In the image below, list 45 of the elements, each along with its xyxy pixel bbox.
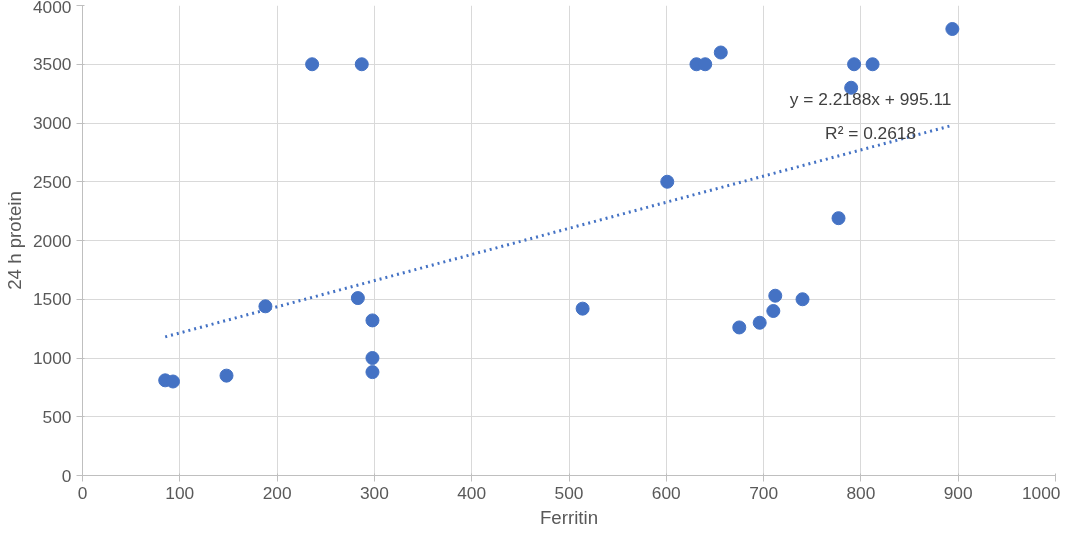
point — [350, 291, 365, 306]
y-tick-label: 2000 — [32, 230, 72, 251]
point — [219, 368, 234, 383]
point — [354, 57, 369, 72]
point — [945, 22, 960, 36]
x-axis-title: Ferritin — [539, 506, 599, 528]
point — [732, 320, 747, 335]
point — [698, 57, 713, 72]
point — [365, 365, 380, 380]
x-tick-label: 800 — [846, 482, 876, 503]
point — [795, 292, 810, 307]
point — [752, 315, 767, 330]
x-tick-label: 200 — [262, 482, 292, 503]
x-tick-label: 400 — [457, 482, 487, 503]
y-tick-label: 1500 — [32, 289, 72, 310]
point — [305, 57, 320, 72]
y-tick-label: 2500 — [32, 171, 72, 192]
x-tick-label: 500 — [554, 482, 584, 503]
y-axis-title: 24 h protein — [3, 191, 25, 290]
point — [365, 351, 380, 365]
x-tick-label: 600 — [651, 482, 681, 503]
point — [766, 304, 781, 318]
point — [831, 211, 846, 226]
y-tick-label: 0 — [61, 465, 72, 486]
point — [258, 299, 273, 314]
point — [660, 174, 675, 189]
y-tick-label: 3500 — [32, 54, 72, 75]
point — [847, 57, 862, 72]
point — [865, 57, 880, 72]
y-tick-label: 4000 — [32, 0, 72, 17]
y-tick-label: 1000 — [32, 348, 72, 368]
point — [713, 45, 728, 60]
x-tick-label: 0 — [77, 482, 88, 503]
x-tick-label: 100 — [165, 482, 195, 503]
point — [575, 301, 590, 316]
annotation: y = 2.2188x + 995.11 — [789, 88, 952, 109]
x-tick-label: 700 — [749, 482, 779, 503]
y-tick-label: 500 — [42, 406, 72, 427]
point — [365, 313, 380, 328]
y-tick-label: 3000 — [32, 113, 72, 133]
x-tick-label: 300 — [359, 482, 389, 503]
x-tick-label: 900 — [943, 482, 973, 503]
point — [768, 288, 783, 303]
x-tick-label: 1000 — [1021, 482, 1061, 503]
annotation: R² = 0.2618 — [825, 122, 917, 143]
